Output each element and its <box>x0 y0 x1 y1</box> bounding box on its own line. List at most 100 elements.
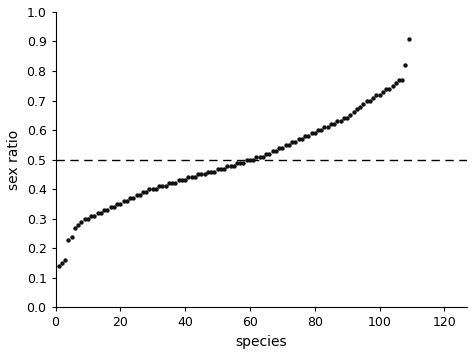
Point <box>84 216 92 222</box>
Point <box>198 172 205 177</box>
Point <box>295 136 302 142</box>
Point <box>227 163 234 168</box>
Point <box>143 189 150 195</box>
Point <box>256 154 264 159</box>
Point <box>343 115 351 121</box>
Point <box>168 180 176 186</box>
Point <box>178 178 186 183</box>
Point <box>346 112 354 118</box>
Point <box>285 142 292 148</box>
Point <box>249 157 257 163</box>
Point <box>314 127 322 133</box>
Point <box>243 157 250 163</box>
Point <box>389 83 396 89</box>
Point <box>282 142 290 148</box>
Point <box>100 207 108 213</box>
Point <box>337 119 345 124</box>
Point <box>272 148 280 154</box>
Point <box>136 192 144 198</box>
Point <box>149 187 156 192</box>
Point <box>308 130 315 136</box>
Point <box>165 180 173 186</box>
Point <box>304 133 312 139</box>
Point <box>288 139 296 145</box>
Point <box>399 77 406 83</box>
Point <box>155 183 163 189</box>
Point <box>68 234 75 239</box>
Point <box>259 154 267 159</box>
Point <box>207 169 215 174</box>
Point <box>91 213 98 219</box>
Point <box>74 222 82 227</box>
Point <box>223 163 231 168</box>
Point <box>301 133 309 139</box>
Point <box>129 195 137 201</box>
Point <box>405 36 412 41</box>
Point <box>324 124 331 130</box>
Point <box>369 95 377 100</box>
Point <box>246 157 254 163</box>
Point <box>401 62 409 68</box>
Point <box>162 183 170 189</box>
Point <box>139 189 147 195</box>
Point <box>146 187 153 192</box>
Point <box>363 98 370 104</box>
Point <box>113 201 121 207</box>
Point <box>318 127 325 133</box>
Point <box>182 178 189 183</box>
Point <box>172 180 179 186</box>
Point <box>373 92 380 98</box>
Point <box>240 160 247 166</box>
Point <box>126 195 134 201</box>
Point <box>275 145 283 151</box>
Point <box>110 204 118 210</box>
Point <box>152 187 160 192</box>
Point <box>269 148 276 154</box>
Point <box>87 213 95 219</box>
Y-axis label: sex ratio: sex ratio <box>7 130 21 190</box>
Point <box>279 145 286 151</box>
Point <box>107 204 114 210</box>
Point <box>366 98 374 104</box>
Point <box>159 183 166 189</box>
Point <box>133 192 140 198</box>
Point <box>385 86 393 91</box>
Point <box>237 160 244 166</box>
Point <box>58 260 66 266</box>
Point <box>55 263 63 269</box>
Point <box>230 163 237 168</box>
Point <box>117 201 124 207</box>
Point <box>376 92 383 98</box>
Point <box>201 172 209 177</box>
Point <box>62 257 69 263</box>
Point <box>327 121 335 127</box>
Point <box>191 174 199 180</box>
Point <box>298 136 306 142</box>
Point <box>330 121 338 127</box>
Point <box>78 219 85 225</box>
Point <box>350 110 357 115</box>
Point <box>353 106 361 112</box>
Point <box>253 154 260 159</box>
Point <box>214 166 221 172</box>
Point <box>81 216 89 222</box>
Point <box>64 237 72 242</box>
Point <box>382 86 390 91</box>
Point <box>265 151 273 157</box>
Point <box>340 115 348 121</box>
X-axis label: species: species <box>236 335 287 349</box>
Point <box>120 198 128 204</box>
Point <box>233 160 241 166</box>
Point <box>71 225 79 231</box>
Point <box>188 174 195 180</box>
Point <box>379 89 387 95</box>
Point <box>356 104 364 109</box>
Point <box>94 210 101 216</box>
Point <box>360 101 367 106</box>
Point <box>194 172 202 177</box>
Point <box>184 174 192 180</box>
Point <box>175 178 182 183</box>
Point <box>334 119 341 124</box>
Point <box>392 80 400 86</box>
Point <box>204 169 211 174</box>
